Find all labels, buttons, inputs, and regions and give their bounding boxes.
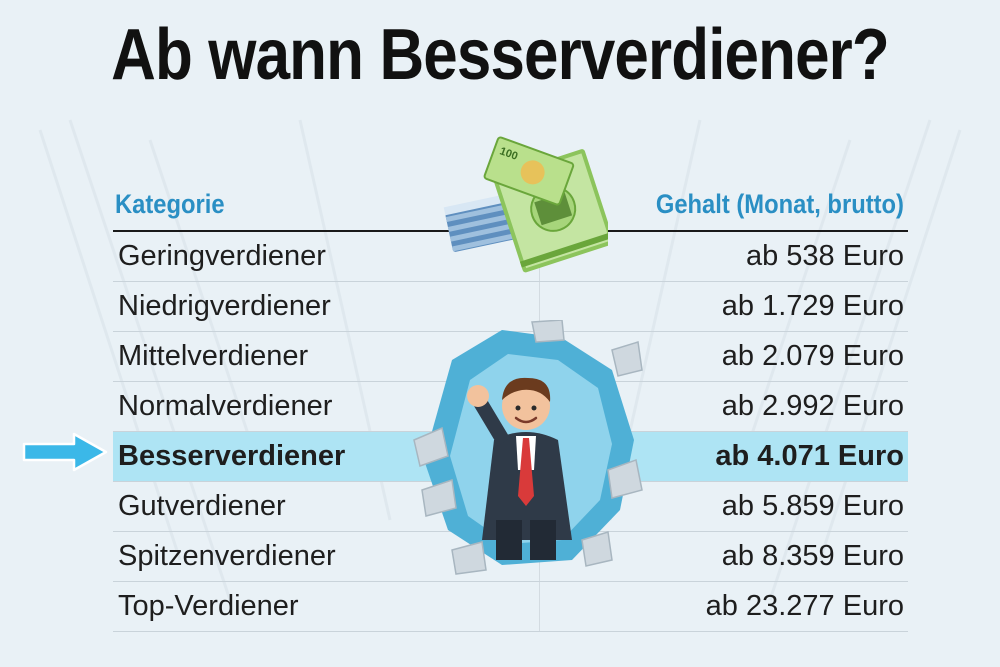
row-category: Niedrigverdiener [118,290,331,322]
row-salary: ab 2.079 Euro [721,340,904,372]
header-salary: Gehalt (Monat, brutto) [655,189,904,219]
row-salary: ab 2.992 Euro [721,390,904,422]
table-row: Normalverdiener ab 2.992 Euro [113,382,908,432]
row-category: Top-Verdiener [118,590,299,622]
table-row: Niedrigverdiener ab 1.729 Euro [113,282,908,332]
row-category: Gutverdiener [118,490,286,522]
table-row: Top-Verdiener ab 23.277 Euro [113,582,908,632]
row-category: Geringverdiener [118,240,326,272]
row-category: Mittelverdiener [118,340,309,372]
row-salary: ab 4.071 Euro [715,440,904,472]
row-category: Spitzenverdiener [118,540,336,572]
row-salary: ab 538 Euro [745,240,904,272]
row-salary: ab 8.359 Euro [721,540,904,572]
page-title: Ab wann Besserverdiener? [111,15,890,95]
row-category: Besserverdiener [118,440,346,472]
table-row: Spitzenverdiener ab 8.359 Euro [113,532,908,582]
header-category: Kategorie [115,189,225,219]
arrow-right-icon [22,432,108,472]
svg-text:100: 100 [498,145,519,163]
row-salary: ab 5.859 Euro [721,490,904,522]
row-category: Normalverdiener [118,390,333,422]
row-salary: ab 1.729 Euro [721,290,904,322]
money-stack-icon: 100 100 [443,136,608,273]
table-row: Geringverdiener ab 538 Euro [113,232,908,282]
businessman-breaking-wall-icon [413,320,643,575]
row-salary: ab 23.277 Euro [705,590,904,622]
